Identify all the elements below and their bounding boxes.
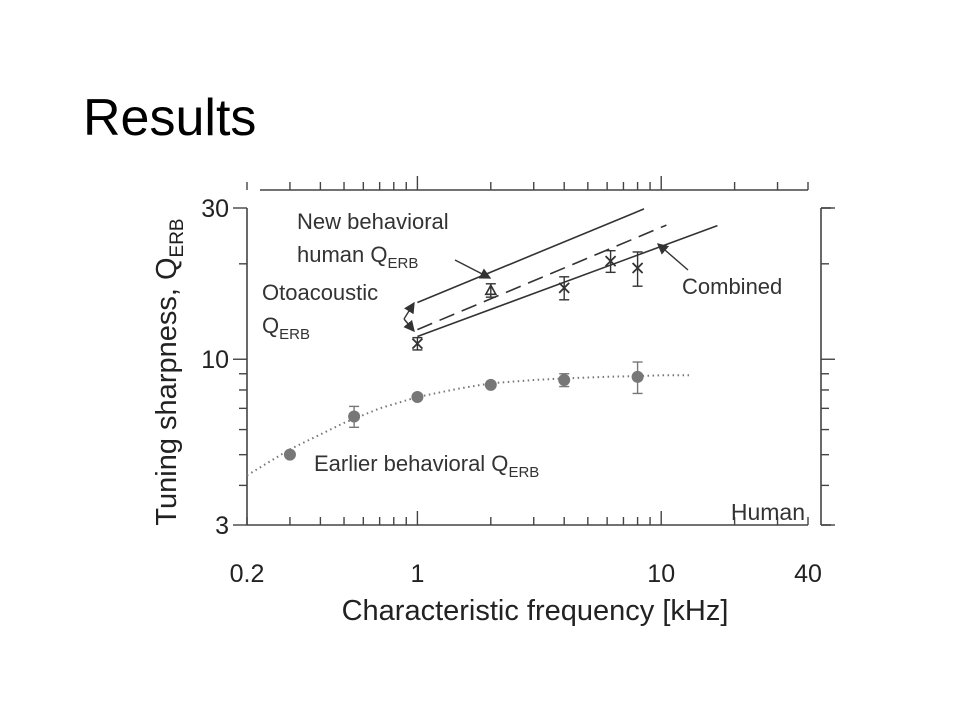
arrow-oto-1 xyxy=(403,301,415,320)
y-axis-title-subscript: ERB xyxy=(167,218,188,257)
annotation-new-behavioral: New behavioral xyxy=(297,209,449,234)
data-point xyxy=(411,338,424,350)
series-line xyxy=(417,224,667,331)
annotation-new-behavioral-subscript: ERB xyxy=(388,255,419,272)
data-point xyxy=(484,283,498,296)
data-point xyxy=(604,255,617,267)
data-point xyxy=(411,391,424,404)
axes: 0.2 1 10 40 3 10 30 xyxy=(201,176,835,588)
arrow-combined xyxy=(656,243,689,271)
data-point xyxy=(283,448,296,461)
y-tick-label: 30 xyxy=(201,195,229,223)
y-tick-label: 3 xyxy=(215,512,229,540)
annotation-otoacoustic-subscript: ERB xyxy=(279,326,310,343)
arrow-new xyxy=(454,259,492,279)
annotation-otoacoustic: Otoacoustic xyxy=(262,280,378,305)
arrow-oto-2 xyxy=(403,318,415,333)
panel-label: Human xyxy=(731,499,805,525)
series-line xyxy=(417,224,718,338)
x-tick-label: 40 xyxy=(794,560,822,588)
data-point xyxy=(558,374,571,387)
slide-title: Results xyxy=(83,89,257,147)
data-point xyxy=(631,370,644,383)
series-line xyxy=(417,208,645,304)
y-axis-title: Tuning sharpness, QERB xyxy=(151,218,188,525)
data-point xyxy=(348,410,361,423)
x-tick-label: 0.2 xyxy=(230,560,265,588)
annotation-earlier-behavioral-subscript: ERB xyxy=(508,464,539,481)
data-point xyxy=(484,378,497,391)
annotation-new-behavioral: human QERB xyxy=(297,242,418,272)
data-point xyxy=(558,282,570,294)
annotation-earlier-behavioral: Earlier behavioral QERB xyxy=(314,451,539,481)
x-tick-label: 10 xyxy=(647,560,675,588)
data-point xyxy=(631,262,644,274)
annotations: New behavioral human QERB Otoacoustic QERB C… xyxy=(262,209,782,481)
y-tick-label: 10 xyxy=(201,346,229,374)
x-tick-label: 1 xyxy=(410,560,424,588)
annotation-otoacoustic: QERB xyxy=(262,313,310,343)
annotation-combined: Combined xyxy=(682,274,782,299)
data-points xyxy=(283,249,644,461)
y-axis-title-main: Tuning sharpness, Q xyxy=(151,257,183,525)
x-axis-title: Characteristic frequency [kHz] xyxy=(342,595,729,627)
